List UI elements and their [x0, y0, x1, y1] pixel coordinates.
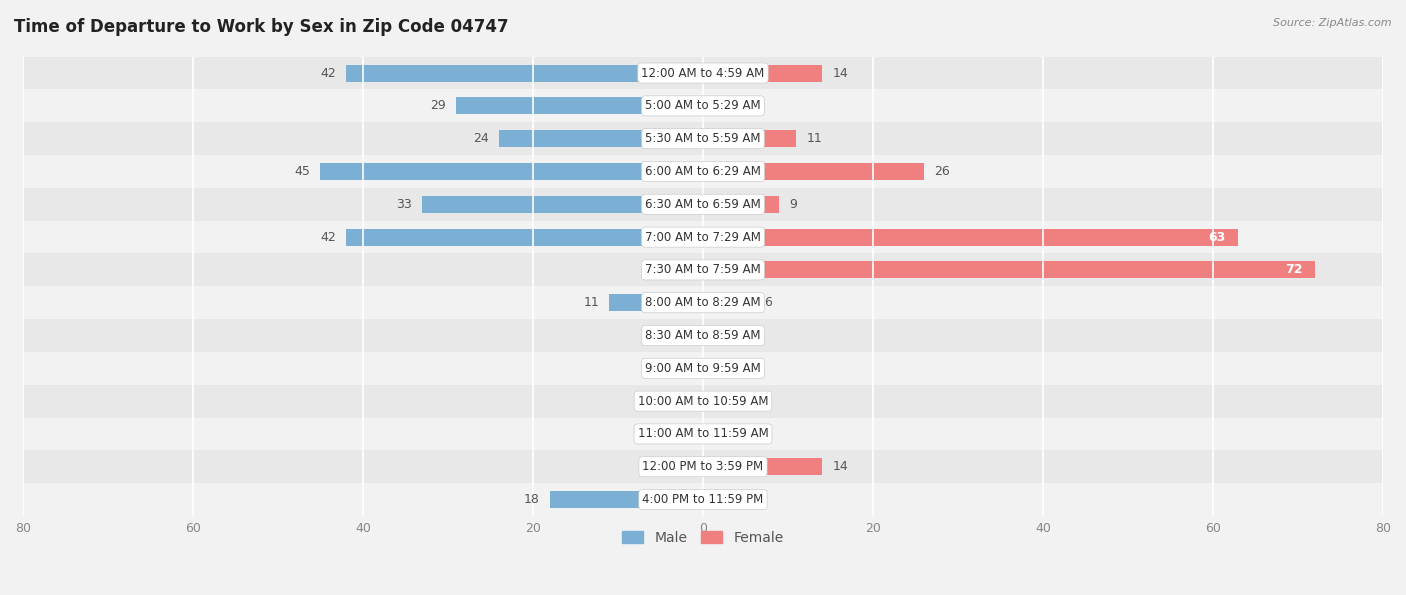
Text: 7:00 AM to 7:29 AM: 7:00 AM to 7:29 AM [645, 231, 761, 243]
Bar [686, 393, 703, 410]
Bar [22, 221, 1384, 253]
Text: 2: 2 [730, 493, 738, 506]
Bar [22, 155, 1384, 188]
Text: Time of Departure to Work by Sex in Zip Code 04747: Time of Departure to Work by Sex in Zip … [14, 18, 509, 36]
Text: 11: 11 [583, 296, 599, 309]
Bar [22, 483, 1384, 516]
Text: 33: 33 [396, 198, 412, 211]
Text: 14: 14 [832, 67, 848, 80]
Bar [703, 491, 720, 508]
Bar [703, 228, 1239, 246]
Bar [550, 491, 703, 508]
Text: 4: 4 [651, 264, 659, 277]
Bar [703, 196, 779, 213]
Bar [346, 228, 703, 246]
Text: 8:00 AM to 8:29 AM: 8:00 AM to 8:29 AM [645, 296, 761, 309]
Bar [457, 98, 703, 114]
Bar [669, 261, 703, 278]
Bar [703, 261, 1315, 278]
Bar [703, 98, 720, 114]
Text: 26: 26 [934, 165, 950, 178]
Bar [22, 57, 1384, 89]
Text: 5: 5 [643, 329, 651, 342]
Text: 42: 42 [321, 231, 336, 243]
Text: 10:00 AM to 10:59 AM: 10:00 AM to 10:59 AM [638, 394, 768, 408]
Bar [661, 327, 703, 344]
Bar [22, 352, 1384, 385]
Text: 0: 0 [713, 362, 721, 375]
Bar [695, 458, 703, 475]
Bar [703, 163, 924, 180]
Text: 2: 2 [730, 99, 738, 112]
Text: 5: 5 [755, 329, 763, 342]
Text: 9:00 AM to 9:59 AM: 9:00 AM to 9:59 AM [645, 362, 761, 375]
Bar [22, 286, 1384, 319]
Text: 2: 2 [730, 394, 738, 408]
Bar [703, 327, 745, 344]
Text: 18: 18 [524, 493, 540, 506]
Text: 4:00 PM to 11:59 PM: 4:00 PM to 11:59 PM [643, 493, 763, 506]
Bar [703, 130, 797, 147]
Bar [22, 319, 1384, 352]
Bar [22, 418, 1384, 450]
Text: 4: 4 [651, 362, 659, 375]
Bar [22, 450, 1384, 483]
Text: 2: 2 [668, 394, 676, 408]
Bar [703, 64, 823, 82]
Text: 29: 29 [430, 99, 446, 112]
Bar [703, 294, 754, 311]
Bar [609, 294, 703, 311]
Bar [499, 130, 703, 147]
Bar [22, 89, 1384, 122]
Bar [321, 163, 703, 180]
Text: 45: 45 [294, 165, 311, 178]
Text: 5:00 AM to 5:29 AM: 5:00 AM to 5:29 AM [645, 99, 761, 112]
Text: 14: 14 [832, 461, 848, 473]
Bar [22, 385, 1384, 418]
Text: 6:30 AM to 6:59 AM: 6:30 AM to 6:59 AM [645, 198, 761, 211]
Text: 0: 0 [713, 427, 721, 440]
Text: 12:00 AM to 4:59 AM: 12:00 AM to 4:59 AM [641, 67, 765, 80]
Bar [346, 64, 703, 82]
Text: 0: 0 [685, 427, 693, 440]
Bar [22, 122, 1384, 155]
Text: 72: 72 [1285, 264, 1302, 277]
Text: 5:30 AM to 5:59 AM: 5:30 AM to 5:59 AM [645, 132, 761, 145]
Text: 12:00 PM to 3:59 PM: 12:00 PM to 3:59 PM [643, 461, 763, 473]
Bar [703, 458, 823, 475]
Bar [22, 253, 1384, 286]
Text: 63: 63 [1209, 231, 1226, 243]
Text: 11:00 AM to 11:59 AM: 11:00 AM to 11:59 AM [638, 427, 768, 440]
Text: 1: 1 [676, 461, 685, 473]
Bar [22, 188, 1384, 221]
Legend: Male, Female: Male, Female [617, 525, 789, 550]
Text: 9: 9 [790, 198, 797, 211]
Text: 11: 11 [807, 132, 823, 145]
Bar [703, 393, 720, 410]
Text: 6:00 AM to 6:29 AM: 6:00 AM to 6:29 AM [645, 165, 761, 178]
Text: 6: 6 [765, 296, 772, 309]
Text: 24: 24 [472, 132, 489, 145]
Text: 8:30 AM to 8:59 AM: 8:30 AM to 8:59 AM [645, 329, 761, 342]
Text: 7:30 AM to 7:59 AM: 7:30 AM to 7:59 AM [645, 264, 761, 277]
Bar [669, 360, 703, 377]
Text: Source: ZipAtlas.com: Source: ZipAtlas.com [1274, 18, 1392, 28]
Bar [422, 196, 703, 213]
Text: 42: 42 [321, 67, 336, 80]
